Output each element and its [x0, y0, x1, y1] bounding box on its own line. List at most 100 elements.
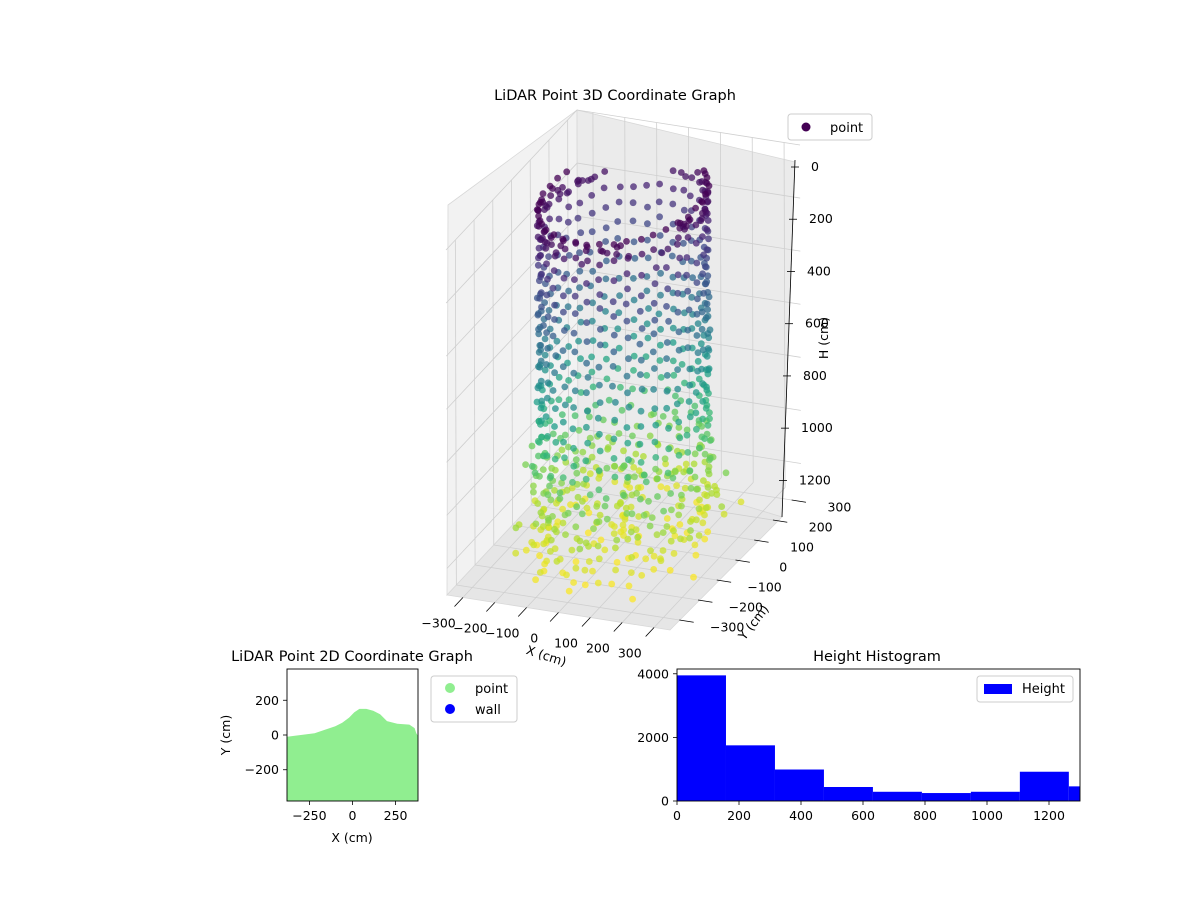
scatter3d-point — [544, 345, 551, 352]
scatter3d-point — [583, 280, 590, 287]
scatter3d-point — [596, 261, 603, 269]
scatter3d-point — [596, 291, 604, 298]
scatter3d-point — [637, 371, 644, 378]
scatter3d-point — [653, 531, 661, 539]
scatter3d-point — [568, 484, 576, 492]
scatter3d-point — [686, 381, 694, 389]
scatter3d-point — [702, 190, 709, 198]
scatter3d-point — [684, 287, 692, 295]
scatter3d-point — [684, 213, 692, 221]
scatter3d-point — [623, 238, 630, 245]
scatter3d-point — [612, 398, 619, 406]
scatter3d-point — [675, 328, 683, 336]
scatter3d-point — [624, 389, 631, 397]
scatter3d-point — [690, 573, 697, 581]
scatter3d-point — [570, 404, 577, 411]
scatter3d-point — [693, 310, 701, 318]
histogram-bar — [677, 675, 726, 801]
histogram-ticks: 0 200 400 600 800 1000 1200 0 2000 4000 — [637, 666, 1065, 823]
scatter3d-gridline — [511, 179, 513, 526]
scatter3d-point — [528, 442, 536, 450]
scatter3d-point — [692, 551, 700, 559]
scatter3d-point — [570, 579, 577, 586]
scatter3d-point — [532, 576, 539, 584]
scatter3d-point — [589, 337, 597, 344]
scatter3d-point — [700, 251, 707, 259]
scatter3d-point — [538, 397, 546, 405]
scatter3d-point — [663, 404, 671, 412]
scatter3d-point — [589, 383, 597, 391]
scatter3d-point — [644, 334, 652, 342]
scatter3d-z-label: H (cm) — [816, 317, 831, 359]
scatter3d-point — [593, 518, 601, 526]
scatter3d-point — [614, 235, 622, 242]
scatter3d-point — [542, 226, 550, 234]
scatter3d-point — [661, 455, 669, 463]
histogram-legend-label: Height — [1022, 682, 1065, 697]
scatter3d-point — [536, 363, 544, 371]
scatter3d-point — [548, 464, 556, 472]
scatter3d-point — [669, 339, 677, 346]
histogram-title: Height Histogram — [813, 649, 941, 665]
scatter3d-point — [596, 381, 603, 389]
scatter3d-point — [643, 372, 651, 379]
scatter3d-point — [601, 168, 609, 175]
scatter3d-point — [572, 456, 580, 463]
scatter3d-point — [624, 334, 632, 342]
scatter3d-point — [630, 352, 638, 360]
scatter3d-point — [556, 489, 564, 497]
scatter3d-point — [643, 287, 651, 295]
histogram-bar — [774, 769, 824, 801]
scatter3d-point — [702, 280, 710, 288]
scatter3d-point — [550, 267, 558, 274]
scatter3d-point — [545, 253, 552, 260]
scatter3d-point — [638, 572, 646, 579]
scatter3d-point — [680, 468, 688, 476]
scatter3d-point — [623, 372, 631, 380]
scatter3d-point — [603, 464, 611, 472]
scatter3d-point — [655, 198, 663, 206]
scatter3d-point — [628, 554, 636, 561]
scatter3d-point — [622, 504, 630, 512]
scatter3d-gridline — [446, 268, 578, 410]
scatter3d-point — [596, 399, 604, 406]
scatter3d-point — [670, 550, 678, 557]
histogram-x-tick-label: 1000 — [971, 808, 1003, 823]
scatter3d-z-axis: 0 200 400 600 800 1000 1200 — [779, 159, 833, 518]
scatter3d-point — [663, 523, 671, 530]
scatter3d-point — [588, 228, 596, 236]
scatter3d-point — [688, 174, 696, 182]
scatter3d-point — [577, 355, 584, 363]
scatter3d-point — [630, 332, 638, 340]
histogram-x-tick-label: 1200 — [1033, 808, 1065, 823]
scatter2d-y-tick-label: 0 — [271, 728, 279, 743]
scatter3d-point — [617, 242, 624, 250]
scatter3d-point — [669, 167, 677, 175]
scatter3d-point — [549, 430, 557, 438]
scatter3d-point — [563, 571, 570, 579]
histogram-legend: Height — [976, 675, 1074, 703]
scatter3d-point — [613, 250, 620, 258]
scatter3d-point — [615, 344, 623, 352]
scatter3d-x-tick — [486, 602, 496, 612]
histogram-frame — [676, 668, 1081, 802]
scatter3d-point — [620, 491, 627, 499]
scatter3d-point — [703, 174, 711, 181]
scatter3d-point — [678, 361, 686, 368]
scatter3d-point — [702, 504, 710, 512]
scatter3d-point — [618, 406, 626, 414]
scatter3d-point — [630, 238, 638, 246]
scatter3d-x-tick — [517, 607, 527, 617]
scatter3d-point — [630, 296, 638, 304]
scatter3d-point — [638, 325, 646, 332]
scatter3d-point — [565, 287, 572, 295]
scatter2d-x-tick-label: −250 — [292, 808, 326, 823]
scatter3d-point — [536, 439, 543, 446]
scatter3d-point — [624, 439, 632, 447]
scatter3d-point — [574, 493, 582, 501]
scatter3d-point — [565, 377, 572, 384]
scatter3d-point — [657, 291, 664, 299]
scatter3d-point — [706, 415, 713, 423]
scatter3d-point — [704, 217, 712, 224]
scatter3d-point — [704, 421, 712, 429]
